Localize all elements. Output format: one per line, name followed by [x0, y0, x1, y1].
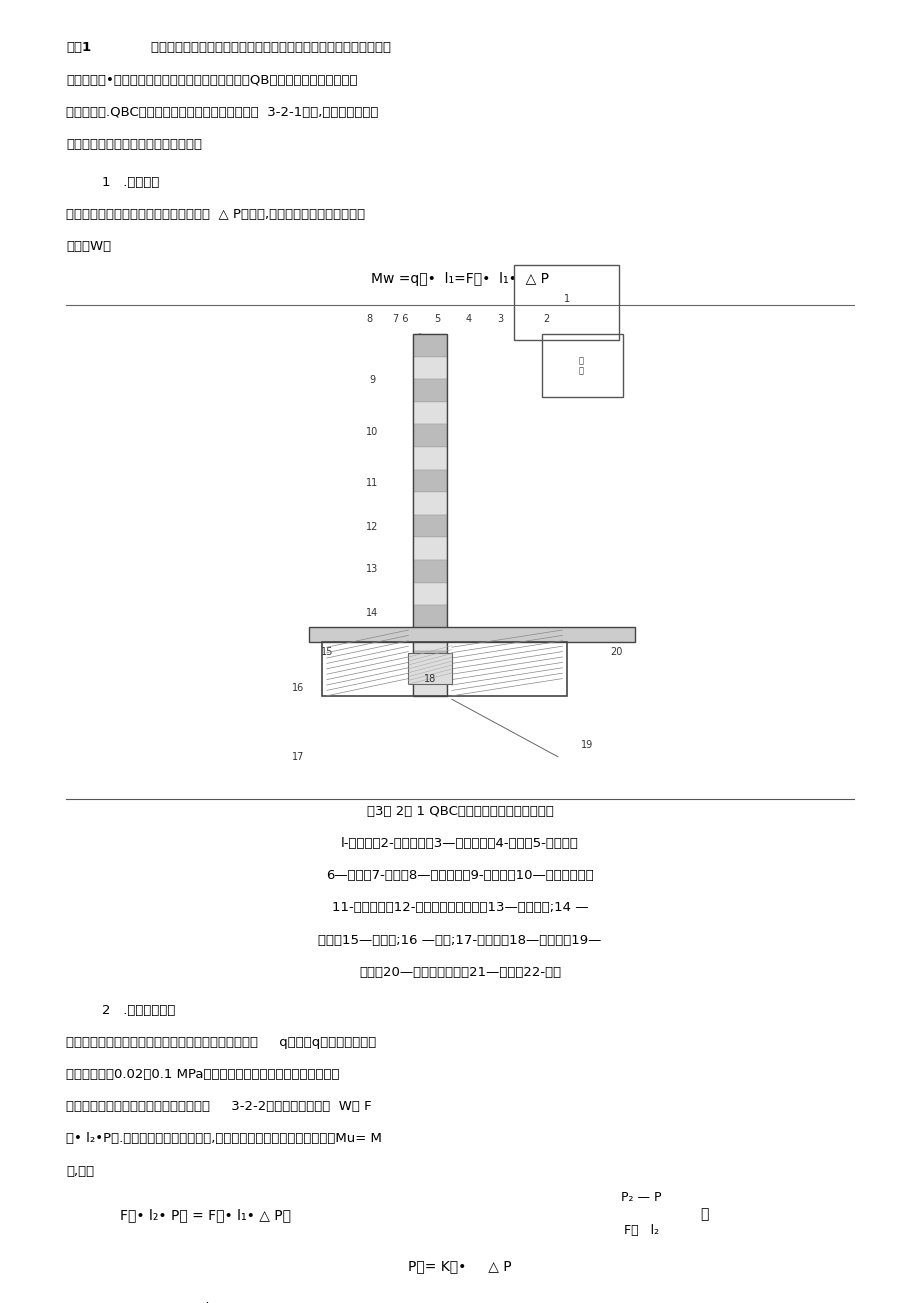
Bar — [413, 469, 447, 493]
Bar — [413, 606, 447, 628]
Bar — [413, 560, 447, 582]
Text: 图3－ 2－ 1 QBC单杠差压变送器结构原理图: 图3－ 2－ 1 QBC单杠差压变送器结构原理图 — [366, 805, 553, 818]
Text: 18: 18 — [424, 675, 436, 684]
Text: F波• l₂• P出 = F波• l₁• △ P；: F波• l₂• P出 = F波• l₁• △ P； — [120, 1208, 291, 1222]
Text: 测量部分的作用是把输入的压差信号  △ P的变化,转变成轴向推力的变化。测: 测量部分的作用是把输入的压差信号 △ P的变化,转变成轴向推力的变化。测 — [66, 208, 365, 222]
Bar — [413, 379, 447, 401]
Text: 9: 9 — [369, 375, 375, 384]
Bar — [413, 628, 447, 650]
Text: 式中，&= F波• 1₁/F波•；   l₂,称为单杠杆差压变送器的放大系数.可见，差压: 式中，&= F波• 1₁/F波•； l₂,称为单杠杆差压变送器的放大系数.可见，… — [66, 1302, 382, 1303]
Text: 6—喷嘴；7-挡板；8—迁移弹簧；9-主杠杆；10—反馈波纹管；: 6—喷嘴；7-挡板；8—迁移弹簧；9-主杠杆；10—反馈波纹管； — [325, 869, 594, 882]
Text: 17: 17 — [291, 752, 304, 762]
Text: 和工作原理.QBC单杠杆差压变送器的结构原理如图  3-2-1所示,任何气动变送器: 和工作原理.QBC单杠杆差压变送器的结构原理如图 3-2-1所示,任何气动变送器 — [66, 106, 378, 119]
Bar — [514, 265, 618, 340]
Bar — [413, 650, 447, 674]
Text: 支架；15—正压室;16 —膜盒;17-负压室：18—锁紧螺：19—: 支架；15—正压室;16 —膜盒;17-负压室：18—锁紧螺：19— — [318, 934, 601, 947]
Text: 底板；20—量程调节支点；21—硬芯；22-基座: 底板；20—量程调节支点；21—硬芯；22-基座 — [358, 966, 561, 979]
Text: 力矩皿转换成0.02～0.1 MPa的气压信号，作为差压变送器的输出。: 力矩皿转换成0.02～0.1 MPa的气压信号，作为差压变送器的输出。 — [66, 1068, 339, 1081]
Text: 15: 15 — [320, 648, 333, 657]
Bar — [413, 515, 447, 538]
Text: P₂ — P: P₂ — P — [620, 1191, 661, 1204]
Text: 2   .气动转换部分: 2 .气动转换部分 — [102, 1003, 176, 1016]
Text: 14: 14 — [366, 609, 378, 618]
Bar — [413, 674, 447, 696]
Text: 10: 10 — [366, 426, 378, 437]
Text: 11: 11 — [366, 478, 378, 489]
Text: 考点1: 考点1 — [66, 42, 91, 55]
Bar — [541, 334, 622, 397]
Bar — [413, 447, 447, 469]
Text: 11-锁紧螺母；12-静压误差调节螺母；13—密封簧片;14 —: 11-锁紧螺母；12-静压误差调节螺母；13—密封簧片;14 — — [332, 902, 587, 915]
Text: P出= K济•     △ P: P出= K济• △ P — [408, 1260, 511, 1274]
Bar — [413, 493, 447, 515]
Bar — [413, 401, 447, 425]
Bar — [413, 538, 447, 560]
Text: 5: 5 — [434, 314, 440, 324]
Text: 1   .测量部分: 1 .测量部分 — [102, 176, 160, 189]
Bar — [309, 627, 634, 642]
Text: 16: 16 — [291, 683, 304, 693]
Text: 8: 8 — [366, 314, 372, 324]
Text: 4: 4 — [466, 314, 471, 324]
Bar — [413, 357, 447, 379]
Text: 7 6: 7 6 — [393, 314, 408, 324]
Text: 13: 13 — [366, 564, 378, 575]
Text: 2: 2 — [542, 314, 549, 324]
Text: Mw =q波•  l₁=F波•  l₁•  △ P: Mw =q波• l₁=F波• l₁• △ P — [370, 272, 549, 287]
Text: l-放大器；2-锁紧螺钉；3—迁移螺钉；4-顶针；5-顶针架；: l-放大器；2-锁紧螺钉；3—迁移螺钉；4-顶针；5-顶针架； — [341, 837, 578, 850]
Text: 1: 1 — [563, 294, 570, 305]
Text: 反,则有: 反,则有 — [66, 1165, 94, 1178]
Bar — [322, 642, 566, 696]
Text: ；: ； — [699, 1207, 708, 1221]
Text: F波   l₂: F波 l₂ — [623, 1225, 658, 1238]
Text: 都是由测量部分和气动转换部分组成。: 都是由测量部分和气动转换部分组成。 — [66, 138, 202, 151]
Text: 气动转换部分的作用是把测量部分输出的轴向推力     q波及由q波所产生的测量: 气动转换部分的作用是把测量部分输出的轴向推力 q波及由q波所产生的测量 — [66, 1036, 376, 1049]
Text: 12: 12 — [366, 523, 378, 532]
Text: 波• l₂•P出.当变送器处于平衡状态时,测量力矩必为反馈力矩所平衡，即Mu= M: 波• l₂•P出.当变送器处于平衡状态时,测量力矩必为反馈力矩所平衡，即Mu= … — [66, 1132, 381, 1145]
Bar — [413, 334, 447, 696]
Bar — [413, 425, 447, 447]
Text: 单杠杆差压变送器受力分析简图如图     3-2-2所示，其反馈力矩  W＝ F: 单杠杆差压变送器受力分析简图如图 3-2-2所示，其反馈力矩 W＝ F — [66, 1100, 371, 1113]
Text: 黏度等参数•差压变送器结构类型很多，这里仅介绍QB型单杠杆差压变送器结构: 黏度等参数•差压变送器结构类型很多，这里仅介绍QB型单杠杆差压变送器结构 — [66, 73, 357, 86]
Bar — [413, 582, 447, 606]
Text: 3: 3 — [497, 314, 504, 324]
Text: 20: 20 — [610, 648, 622, 657]
Text: 差压变送器不仅可直接测量压差信号，还可以间接测量液位、流量、: 差压变送器不仅可直接测量压差信号，还可以间接测量液位、流量、 — [134, 42, 391, 55]
Text: 19: 19 — [580, 740, 592, 751]
Bar — [413, 334, 447, 357]
Text: 量力矩W为: 量力矩W为 — [66, 240, 111, 253]
Bar — [408, 653, 451, 684]
Text: 输
出: 输 出 — [578, 357, 584, 375]
